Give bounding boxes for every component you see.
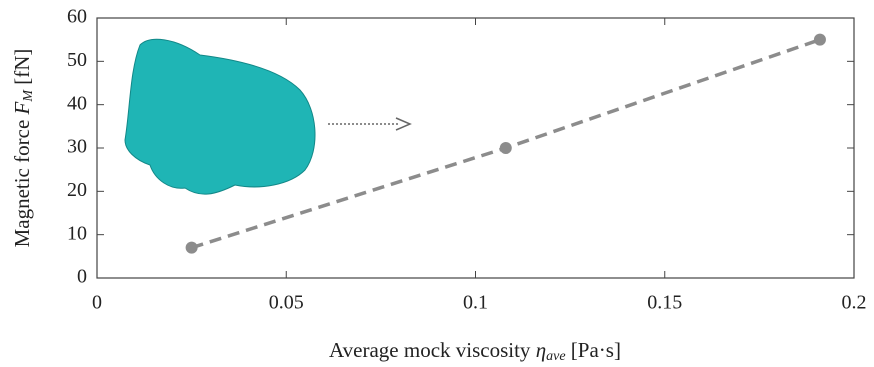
inset-shape	[125, 39, 410, 194]
cell-shape	[125, 39, 315, 194]
y-tick-label: 20	[67, 179, 87, 201]
y-tick-label: 10	[67, 222, 87, 244]
page: {"chart_data": {"type": "line", "xlabel"…	[0, 0, 874, 367]
x-tick-label: 0.05	[269, 292, 304, 314]
y-tick-label: 30	[67, 136, 87, 158]
arrow-head	[396, 118, 410, 130]
x-axis-title: Average mock viscosity ηave [Pa·s]	[329, 338, 621, 364]
y-title-unit: [fN]	[10, 49, 34, 90]
data-point	[500, 142, 512, 154]
y-axis-title: Magnetic force FM [fN]	[10, 49, 36, 248]
x-title-symbol: η	[536, 338, 546, 362]
x-tick-label: 0	[92, 292, 102, 314]
y-tick-label: 0	[77, 266, 87, 288]
y-title-symbol: F	[10, 101, 34, 115]
x-tick-label: 0.15	[647, 292, 682, 314]
y-tick-label: 50	[67, 49, 87, 71]
chart: Average mock viscosity ηave [Pa·s] Magne…	[0, 0, 874, 367]
x-tick-label: 0.1	[463, 292, 488, 314]
data-point	[814, 34, 826, 46]
x-title-subscript: ave	[546, 349, 565, 364]
x-title-main: Average mock viscosity	[329, 338, 536, 362]
x-title-unit: [Pa·s]	[566, 338, 621, 362]
y-tick-label: 60	[67, 6, 87, 28]
x-tick-label: 0.2	[842, 292, 867, 314]
y-tick-label: 40	[67, 92, 87, 114]
y-title-main: Magnetic force	[10, 114, 34, 247]
data-point	[186, 242, 198, 254]
